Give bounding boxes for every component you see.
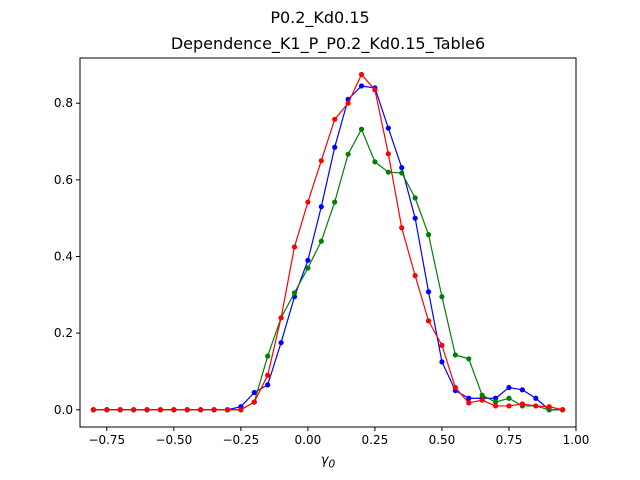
data-point [385,169,391,175]
data-point [466,400,472,406]
plot-frame [79,57,577,428]
data-point [265,372,271,378]
data-point [425,318,432,324]
data-point [519,401,525,407]
data-point [224,407,231,413]
data-point [291,290,298,296]
data-point [533,395,539,401]
data-point [358,83,365,89]
data-point [492,399,499,405]
data-point [479,397,485,403]
data-point [546,404,552,410]
series-1 [90,83,566,413]
data-point [399,170,405,176]
figure-suptitle: P0.2_Kd0.15 [270,8,370,27]
y-tick-label: 0.4 [54,249,73,263]
data-point [305,257,311,263]
data-point [211,407,217,413]
data-point [399,225,405,231]
data-point [332,116,338,122]
data-point [278,340,284,346]
data-point [533,403,539,409]
data-point [157,407,164,413]
data-point [265,353,271,359]
data-point [466,356,472,362]
data-point [412,273,418,279]
data-point [345,151,351,157]
x-tick-label: 0.00 [295,433,322,447]
data-point [452,352,458,358]
x-tick-label: 0.75 [496,433,523,447]
x-axis-label: γ0 [80,453,576,471]
data-point [104,407,110,413]
data-point [452,384,458,391]
data-point [412,215,418,221]
series-line [93,73,563,411]
data-point [305,265,311,271]
data-point [506,403,512,409]
series-2 [90,126,566,413]
data-point [466,395,472,401]
x-tick-label: 0.50 [429,433,456,447]
data-point [425,289,432,295]
series-3 [90,71,566,413]
data-point [385,125,391,131]
data-point [506,395,512,401]
data-point [305,199,311,205]
x-tick-label: 1.00 [563,433,590,447]
data-point [399,164,405,171]
data-point [318,158,324,164]
data-point [385,151,391,157]
data-point [492,395,499,401]
y-tick-label: 0.2 [54,326,73,340]
x-tick-label: −0.50 [155,433,192,447]
data-point [198,407,204,413]
y-tick-label: 0.8 [54,96,73,110]
data-point [439,359,445,365]
x-axis-label-subscript: 0 [328,457,336,471]
data-point [439,342,445,348]
x-tick-label: −0.25 [222,433,259,447]
data-point [144,407,150,413]
data-point [372,87,378,93]
series-layer [90,71,566,413]
data-point [492,403,499,409]
data-point [131,407,137,413]
data-point [425,232,432,238]
data-point [519,387,525,393]
data-point [265,382,271,388]
y-tick-label: 0.6 [54,173,73,187]
data-point [479,392,485,398]
ticks-layer: −0.75 −0.50 −0.25 0.00 0.25 0.50 0.75 1.00 0.0 0.… [54,96,589,447]
x-axis-label-main: γ [320,453,329,468]
data-point [251,399,257,405]
data-point [372,159,378,165]
data-point [90,407,97,413]
data-point [318,204,324,210]
data-point [238,407,244,413]
data-point [559,407,566,413]
data-point [358,126,365,132]
data-point [318,238,324,244]
data-point [439,294,445,300]
data-point [251,389,257,396]
data-point [332,144,338,150]
data-point [291,244,298,250]
data-point [117,407,123,413]
data-point [184,407,190,413]
data-point [345,100,351,106]
data-point [171,407,177,413]
y-tick-label: 0.0 [54,403,73,417]
data-point [412,195,418,201]
x-tick-label: 0.25 [362,433,389,447]
data-point [358,71,365,78]
series-line [93,127,563,411]
data-point [332,199,338,205]
series-line [93,85,563,411]
data-point [278,315,284,321]
chart-title: Dependence_K1_P_P0.2_Kd0.15_Table6 [170,34,486,53]
data-point [506,384,512,391]
x-tick-label: −0.75 [88,433,125,447]
